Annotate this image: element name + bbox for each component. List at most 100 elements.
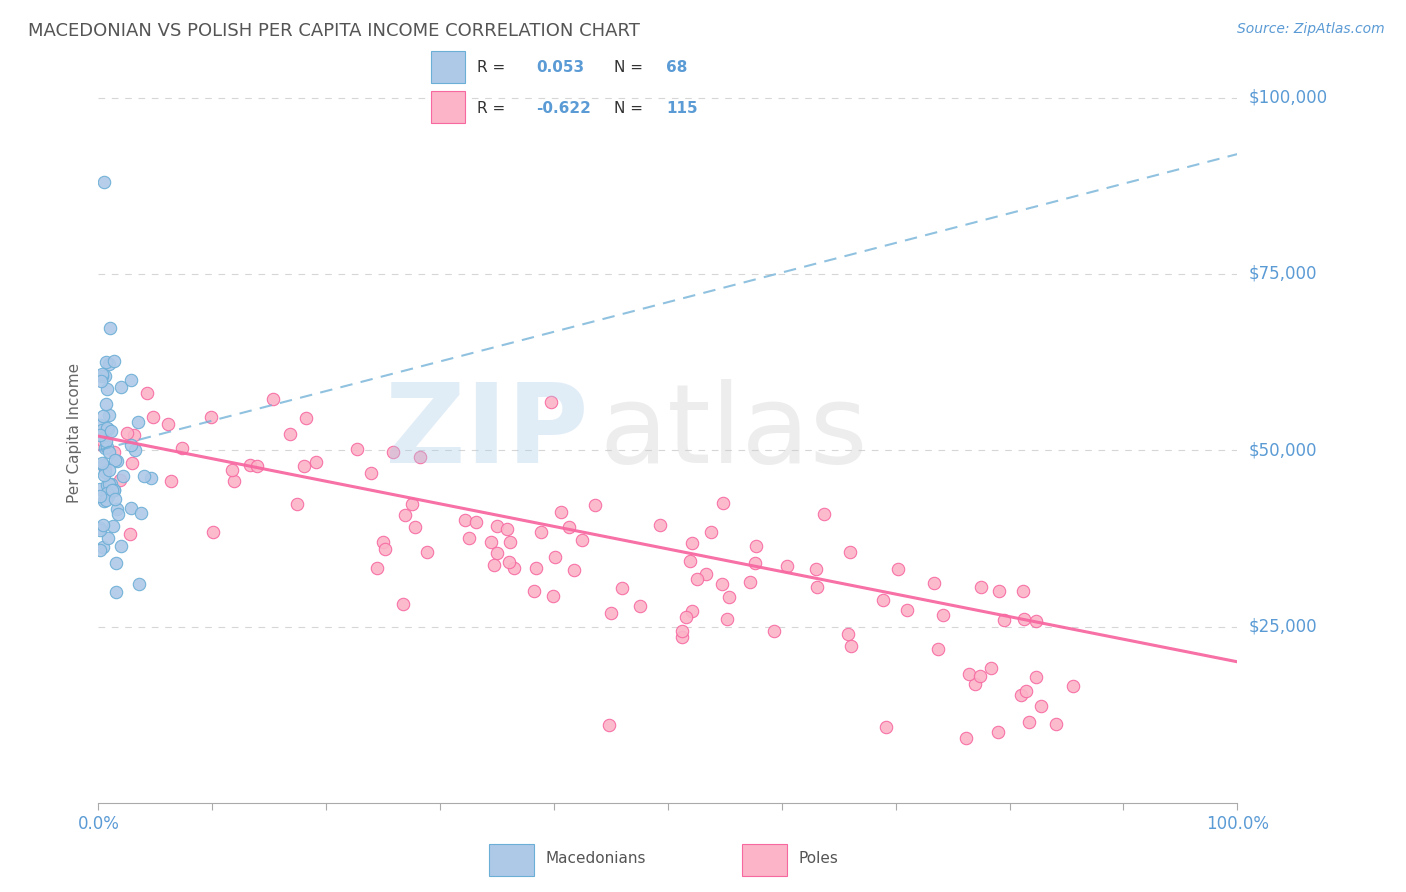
Point [980,660,1002,674]
Point [679,554,702,568]
Point [710,577,733,591]
Point [135,385,157,400]
Point [648,517,671,532]
Text: 115: 115 [666,101,697,116]
Point [366,560,388,574]
Point [101,519,124,533]
Point [97,476,120,491]
Point [558,519,581,533]
Point [963,677,986,691]
Point [486,519,509,533]
Text: 68: 68 [666,60,688,75]
Point [104,556,127,570]
Point [98,321,121,335]
Point [987,725,1010,739]
Point [93,494,115,508]
Point [524,561,547,575]
Point [374,541,396,556]
Point [550,505,572,519]
Point [454,513,477,527]
Point [745,539,768,553]
Point [93,441,115,455]
Point [571,533,593,547]
Point [96,486,118,500]
Point [89,523,111,537]
Point [523,584,546,599]
Point [682,536,704,550]
Point [304,455,326,469]
Point [90,374,112,388]
Point [278,427,301,442]
Point [401,497,423,511]
Point [394,508,416,522]
Point [110,380,132,394]
Point [124,443,146,458]
Point [94,461,117,475]
Point [90,438,112,452]
Point [541,589,564,603]
Bar [489,844,534,876]
Point [160,474,183,488]
Point [628,599,651,614]
Point [776,559,799,574]
Point [89,521,111,535]
Point [499,535,522,549]
Point [922,575,945,590]
Point [120,438,142,452]
Point [222,474,245,488]
Point [675,610,697,624]
Point [129,506,152,520]
Point [94,397,117,411]
Text: Source: ZipAtlas.com: Source: ZipAtlas.com [1237,22,1385,37]
Bar [432,51,465,83]
Point [1012,612,1035,626]
Point [93,518,115,533]
Point [717,591,740,605]
Point [485,546,508,560]
Point [896,603,918,617]
Point [872,593,894,607]
Point [93,465,115,479]
Point [804,562,827,576]
Point [115,426,138,441]
Point [716,612,738,626]
Point [391,597,413,611]
Point [887,562,910,576]
Point [91,540,114,554]
Point [94,429,117,443]
Point [91,434,114,448]
Point [600,606,623,620]
Point [839,545,862,559]
Text: atlas: atlas [599,379,868,486]
Text: N =: N = [613,60,643,75]
Point [120,373,142,387]
Point [993,613,1015,627]
Point [156,417,179,431]
Point [564,563,586,577]
Point [262,392,284,407]
Point [112,469,135,483]
Point [104,491,127,506]
Point [94,355,117,369]
Point [416,545,439,559]
Point [127,415,149,429]
Point [103,483,125,498]
Point [957,666,980,681]
Point [540,395,562,409]
Point [927,642,949,657]
Point [118,527,141,541]
Point [740,574,762,589]
Point [97,463,120,477]
Point [89,542,111,557]
Text: MACEDONIAN VS POLISH PER CAPITA INCOME CORRELATION CHART: MACEDONIAN VS POLISH PER CAPITA INCOME C… [28,22,640,40]
Text: N =: N = [613,101,643,116]
Point [875,720,897,734]
Point [481,535,503,549]
Point [839,639,862,653]
Point [409,450,432,464]
Point [104,452,127,467]
Point [170,441,193,455]
Point [371,535,394,549]
Point [100,424,122,438]
Bar [432,91,465,123]
